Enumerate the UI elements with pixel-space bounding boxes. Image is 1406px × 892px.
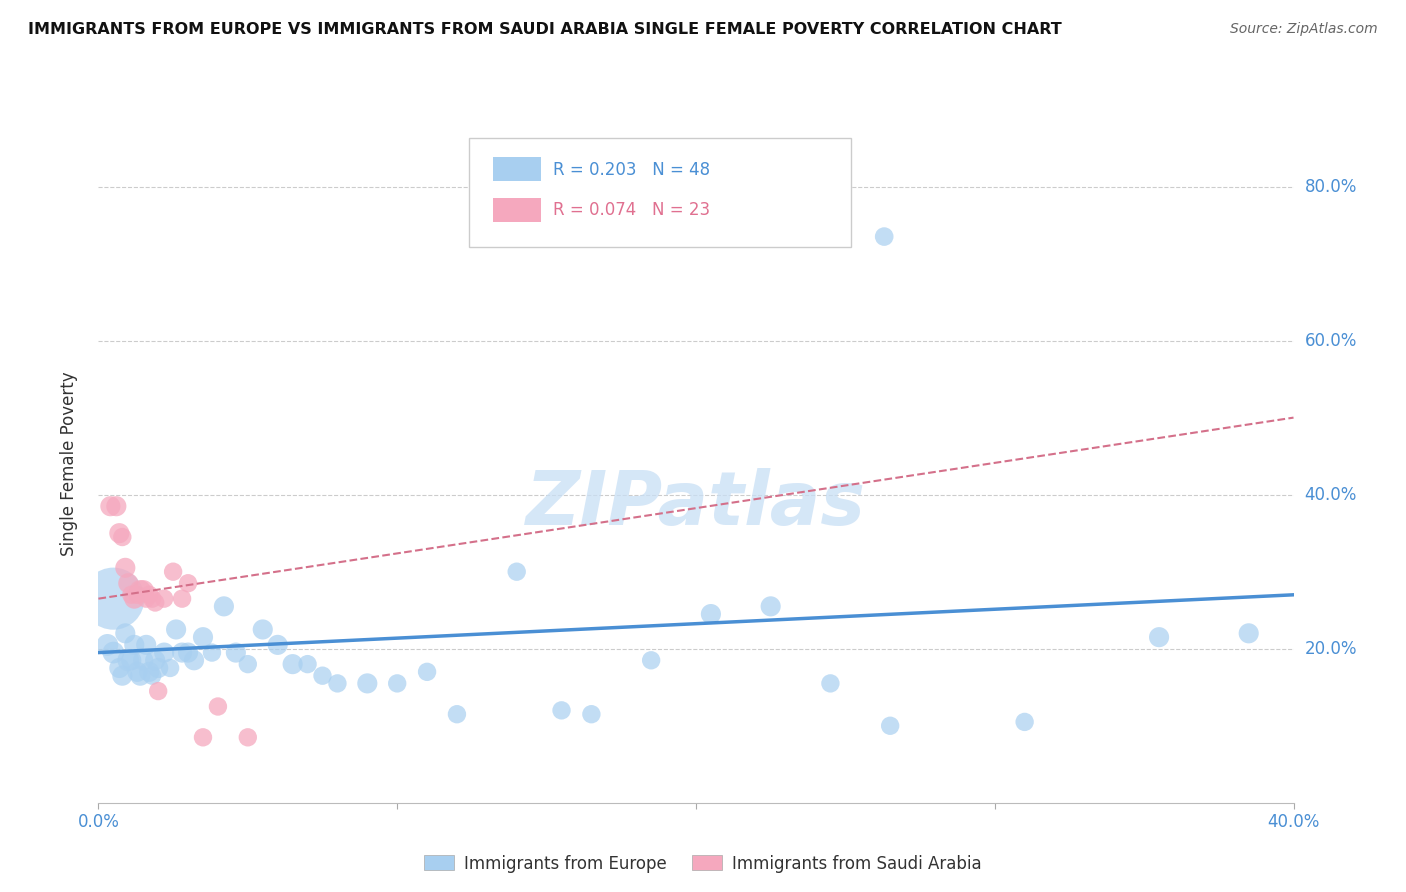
Point [1147, 630, 1170, 644]
FancyBboxPatch shape [494, 157, 540, 181]
Point [103, 591, 125, 606]
Point [236, 731, 259, 745]
Point [172, 591, 194, 606]
Point [191, 731, 214, 745]
Point [120, 588, 142, 602]
Point [129, 669, 152, 683]
Point [1014, 714, 1036, 729]
Point [177, 576, 200, 591]
Point [148, 684, 170, 698]
Point [135, 591, 157, 606]
Point [124, 638, 146, 652]
Point [1237, 626, 1260, 640]
Point [103, 646, 125, 660]
Point [252, 623, 274, 637]
Point [153, 591, 176, 606]
Point [879, 719, 901, 733]
Point [172, 646, 194, 660]
Point [114, 561, 136, 575]
Point [201, 646, 224, 660]
Point [162, 565, 184, 579]
Point [416, 665, 439, 679]
Point [236, 657, 259, 672]
Text: 60.0%: 60.0% [1305, 332, 1357, 350]
Text: IMMIGRANTS FROM EUROPE VS IMMIGRANTS FROM SAUDI ARABIA SINGLE FEMALE POVERTY COR: IMMIGRANTS FROM EUROPE VS IMMIGRANTS FRO… [28, 22, 1062, 37]
Text: R = 0.203   N = 48: R = 0.203 N = 48 [553, 161, 710, 178]
Point [311, 669, 333, 683]
Point [153, 646, 176, 660]
Point [124, 591, 146, 606]
Point [132, 653, 155, 667]
Point [127, 588, 149, 602]
Point [143, 653, 166, 667]
Point [120, 653, 142, 667]
Legend: Immigrants from Europe, Immigrants from Saudi Arabia: Immigrants from Europe, Immigrants from … [418, 848, 988, 880]
Point [111, 530, 134, 544]
Point [183, 653, 205, 667]
Point [111, 669, 134, 683]
FancyBboxPatch shape [470, 138, 851, 247]
FancyBboxPatch shape [494, 198, 540, 222]
Point [108, 526, 131, 541]
Point [326, 676, 349, 690]
Point [127, 665, 149, 679]
Point [700, 607, 723, 621]
Text: 40.0%: 40.0% [1305, 485, 1357, 504]
Point [159, 661, 181, 675]
Point [117, 653, 139, 667]
Point [141, 591, 163, 606]
Point [117, 576, 139, 591]
Point [138, 665, 160, 679]
Point [446, 707, 468, 722]
Point [96, 638, 118, 652]
Point [135, 638, 157, 652]
Point [506, 565, 529, 579]
Point [820, 676, 842, 690]
Point [148, 661, 170, 675]
Point [114, 626, 136, 640]
Point [141, 669, 163, 683]
Text: Source: ZipAtlas.com: Source: ZipAtlas.com [1230, 22, 1378, 37]
Point [759, 599, 782, 614]
Point [225, 646, 247, 660]
Point [143, 595, 166, 609]
Text: 80.0%: 80.0% [1305, 178, 1357, 195]
Point [356, 676, 378, 690]
Text: R = 0.074   N = 23: R = 0.074 N = 23 [553, 202, 710, 219]
Point [212, 599, 235, 614]
Point [581, 707, 603, 722]
Point [297, 657, 319, 672]
Point [132, 583, 155, 598]
Point [267, 638, 290, 652]
Point [105, 500, 128, 514]
Y-axis label: Single Female Poverty: Single Female Poverty [59, 372, 77, 556]
Point [191, 630, 214, 644]
Point [550, 703, 572, 717]
Point [873, 229, 896, 244]
Point [129, 583, 152, 598]
Point [177, 646, 200, 660]
Point [108, 661, 131, 675]
Point [281, 657, 304, 672]
Point [640, 653, 662, 667]
Text: ZIPatlas: ZIPatlas [526, 468, 866, 541]
Text: 20.0%: 20.0% [1305, 640, 1357, 657]
Point [138, 588, 160, 602]
Point [165, 623, 187, 637]
Point [207, 699, 229, 714]
Point [98, 500, 122, 514]
Point [385, 676, 409, 690]
